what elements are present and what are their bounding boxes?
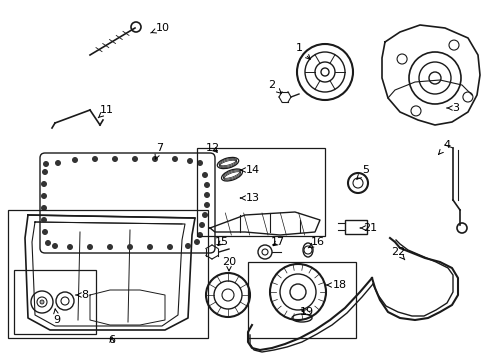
Text: 13: 13 (240, 193, 260, 203)
Circle shape (152, 156, 158, 162)
Circle shape (45, 240, 51, 246)
Circle shape (67, 244, 73, 250)
Circle shape (72, 157, 78, 163)
FancyBboxPatch shape (40, 153, 215, 253)
Circle shape (87, 244, 93, 250)
Text: 8: 8 (76, 290, 88, 300)
Circle shape (167, 244, 173, 250)
Text: 9: 9 (53, 309, 61, 325)
Text: 16: 16 (307, 237, 325, 248)
Circle shape (42, 229, 48, 235)
Circle shape (42, 169, 48, 175)
Text: 4: 4 (438, 140, 449, 154)
Text: 14: 14 (240, 165, 260, 175)
Text: 15: 15 (215, 237, 228, 247)
Text: 6: 6 (108, 335, 115, 345)
Circle shape (202, 172, 207, 178)
Text: 7: 7 (155, 143, 163, 159)
Text: 20: 20 (222, 257, 236, 271)
Text: 11: 11 (98, 105, 114, 118)
Circle shape (186, 158, 193, 164)
Circle shape (202, 212, 207, 218)
Text: 19: 19 (299, 307, 313, 317)
Circle shape (132, 156, 138, 162)
Text: 21: 21 (360, 223, 376, 233)
Text: 22: 22 (390, 247, 404, 260)
Circle shape (41, 205, 47, 211)
Bar (247, 262, 355, 338)
Circle shape (199, 222, 204, 228)
Circle shape (55, 160, 61, 166)
Circle shape (43, 161, 49, 167)
Circle shape (112, 156, 118, 162)
Circle shape (92, 156, 98, 162)
Bar (14, 270, 96, 334)
Circle shape (41, 181, 47, 187)
Circle shape (127, 244, 133, 250)
Circle shape (172, 156, 178, 162)
Circle shape (203, 202, 209, 208)
Text: 12: 12 (205, 143, 220, 153)
Bar (197, 148, 325, 236)
Circle shape (197, 232, 203, 238)
Circle shape (52, 243, 58, 249)
Circle shape (147, 244, 153, 250)
Text: 2: 2 (268, 80, 281, 93)
Circle shape (41, 217, 47, 223)
Text: 5: 5 (356, 165, 369, 179)
Circle shape (197, 160, 203, 166)
Circle shape (203, 182, 209, 188)
Bar (345, 220, 366, 234)
Text: 18: 18 (326, 280, 346, 290)
Bar (8, 210, 207, 338)
Circle shape (184, 243, 191, 249)
Text: 3: 3 (446, 103, 459, 113)
Text: 17: 17 (270, 237, 285, 247)
Text: 10: 10 (150, 23, 170, 33)
Circle shape (203, 192, 209, 198)
Circle shape (41, 193, 47, 199)
Circle shape (107, 244, 113, 250)
Circle shape (40, 300, 44, 304)
Circle shape (194, 239, 200, 245)
Text: 1: 1 (295, 43, 309, 59)
